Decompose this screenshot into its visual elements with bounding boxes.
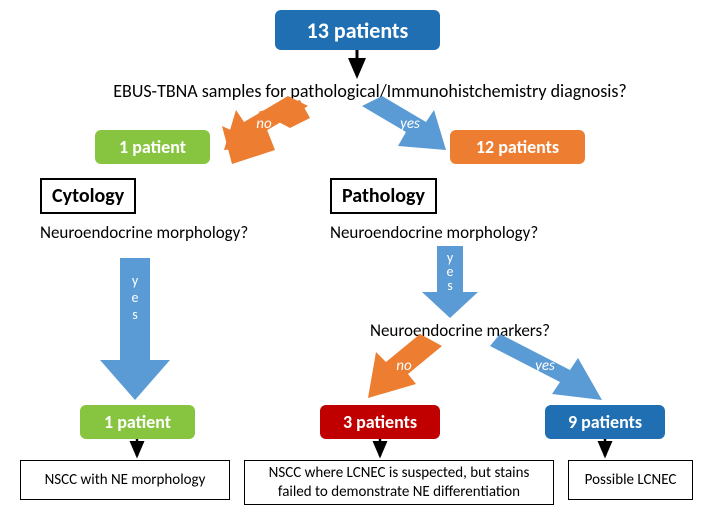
count-no-1: 1 patient [95,130,210,164]
arrow-markers-no: no [368,334,442,398]
cytology-box: Cytology [40,178,136,214]
svg-text:yes: yes [535,357,555,375]
arrow-cyto-yes-s: s [132,306,137,323]
arrow-q1-no-shape: no [224,96,308,150]
svg-text:no: no [396,357,412,375]
arrow-cyto-yes: y e s [100,258,170,400]
arrow-markers-yes: yes [490,334,602,400]
count-cyto-out: 1 patient [80,405,195,439]
arrow-path-yes-y: y [447,249,454,266]
pathology-box: Pathology [330,178,437,214]
arrow-cyto-yes-e: e [132,289,139,306]
result-cyto: NSCC with NE morphology [20,460,230,500]
svg-text:yes: yes [400,115,420,133]
result-no2: NSCC where LCNEC is suspected, but stain… [244,460,554,505]
arrow-cyto-yes-y: y [132,272,139,289]
root-node: 13 patients [275,10,440,50]
result-yes2: Possible LCNEC [568,460,693,500]
question-samples: EBUS-TBNA samples for pathological/Immun… [90,80,650,102]
question-markers: Neuroendocrine markers? [370,320,550,341]
arrow-q1-yes-shape: yes [362,96,446,150]
arrow-path-yes: y e s [422,246,478,318]
count-yes-2: 9 patients [545,405,665,439]
svg-text:no: no [256,115,272,133]
question-cyto-morph: Neuroendocrine morphology? [40,222,248,243]
count-yes-1: 12 patients [450,130,585,164]
question-path-morph: Neuroendocrine morphology? [330,222,538,243]
arrow-path-yes-e: e [447,263,454,280]
arrow-path-yes-s: s [447,277,452,294]
arrow-q1-no [222,100,310,164]
count-no-2: 3 patients [320,405,440,439]
